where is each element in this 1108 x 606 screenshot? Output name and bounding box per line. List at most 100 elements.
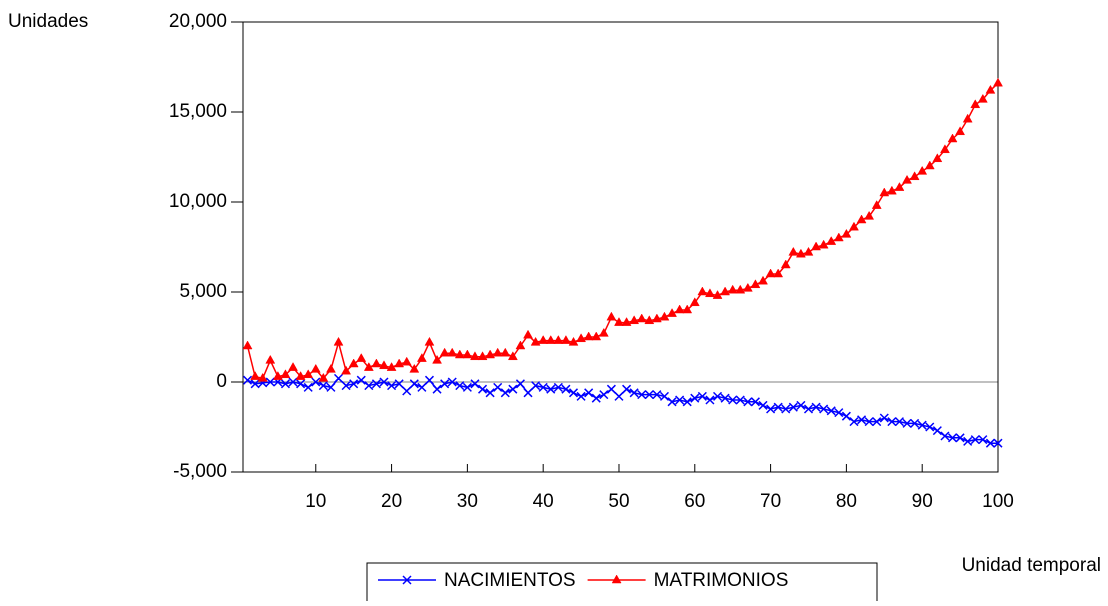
x-tick-label: 70: [760, 491, 781, 512]
point-marker: [742, 282, 753, 292]
point-marker: [500, 388, 510, 398]
point-marker: [614, 391, 624, 401]
point-marker: [530, 336, 541, 346]
point-marker: [250, 379, 260, 389]
point-marker: [637, 390, 647, 400]
point-marker: [644, 390, 654, 400]
point-marker: [651, 313, 662, 323]
point-marker: [387, 381, 397, 391]
point-marker: [697, 391, 707, 401]
point-marker: [636, 313, 647, 323]
point-marker: [955, 433, 965, 443]
point-marker: [356, 353, 367, 362]
point-marker: [720, 393, 730, 403]
point-marker: [932, 426, 942, 436]
point-marker: [280, 379, 290, 389]
point-marker: [659, 391, 669, 401]
point-marker: [364, 381, 374, 391]
point-marker: [470, 351, 480, 361]
point-marker: [303, 382, 313, 392]
point-marker: [295, 371, 306, 380]
point-marker: [675, 395, 685, 405]
point-marker: [811, 402, 821, 412]
x-tick-label: 30: [457, 491, 478, 512]
point-marker: [894, 182, 905, 191]
point-marker: [439, 347, 450, 357]
x-axis-label: Unidad temporal: [962, 555, 1101, 576]
point-marker: [925, 422, 935, 432]
point-marker: [326, 363, 336, 373]
point-marker: [333, 336, 344, 346]
point-marker: [841, 411, 851, 421]
point-marker: [705, 395, 715, 405]
point-marker: [887, 417, 897, 427]
point-marker: [257, 372, 268, 382]
point-marker: [902, 418, 912, 428]
point-marker: [242, 340, 253, 350]
point-marker: [432, 354, 442, 364]
point-marker: [682, 304, 693, 314]
point-marker: [796, 400, 806, 410]
point-marker: [970, 99, 981, 109]
point-marker: [341, 381, 351, 391]
point-marker: [606, 311, 617, 321]
point-marker: [924, 160, 935, 170]
point-marker: [394, 379, 404, 389]
point-marker: [288, 377, 298, 387]
point-marker: [735, 284, 746, 294]
point-marker: [507, 351, 518, 361]
legend-marker: [611, 574, 622, 584]
point-marker: [667, 308, 677, 317]
point-marker: [674, 304, 685, 314]
y-axis-label: Unidades: [8, 11, 88, 32]
point-marker: [909, 171, 920, 181]
point-marker: [523, 388, 533, 398]
point-marker: [917, 420, 927, 430]
point-marker: [560, 335, 571, 344]
point-marker: [834, 408, 844, 418]
point-marker: [750, 397, 760, 407]
x-tick-label: 60: [684, 491, 705, 512]
point-marker: [462, 382, 472, 392]
point-marker: [440, 379, 450, 389]
point-marker: [493, 382, 503, 392]
point-marker: [371, 358, 382, 368]
point-marker: [765, 268, 776, 278]
point-marker: [864, 210, 875, 220]
point-marker: [781, 404, 791, 414]
point-marker: [947, 133, 958, 143]
point-marker: [371, 379, 381, 389]
point-marker: [947, 433, 958, 443]
point-marker: [485, 388, 495, 398]
point-marker: [780, 259, 791, 269]
point-marker: [977, 93, 988, 103]
point-marker: [894, 417, 904, 427]
point-marker: [621, 317, 632, 326]
y-tick-label: 10,000: [169, 191, 227, 212]
point-marker: [970, 435, 980, 445]
point-marker: [591, 393, 601, 403]
point-marker: [758, 275, 768, 285]
series-line: [247, 377, 998, 444]
y-tick-label: 15,000: [169, 101, 227, 122]
point-marker: [985, 438, 995, 448]
point-marker: [962, 113, 973, 123]
point-marker: [508, 384, 518, 394]
point-marker: [333, 373, 344, 383]
point-marker: [576, 391, 586, 401]
point-marker: [523, 329, 533, 339]
plot-frame: [242, 21, 999, 473]
point-marker: [598, 327, 609, 337]
point-marker: [773, 268, 784, 278]
point-marker: [735, 395, 745, 405]
point-marker: [871, 200, 882, 209]
point-marker: [690, 393, 700, 403]
point-marker: [712, 290, 723, 299]
point-marker: [288, 362, 298, 371]
point-marker: [311, 377, 321, 387]
point-marker: [932, 153, 943, 163]
point-marker: [455, 381, 465, 391]
legend-label: MATRIMONIOS: [654, 570, 789, 591]
point-marker: [424, 336, 435, 346]
point-marker: [515, 340, 526, 350]
